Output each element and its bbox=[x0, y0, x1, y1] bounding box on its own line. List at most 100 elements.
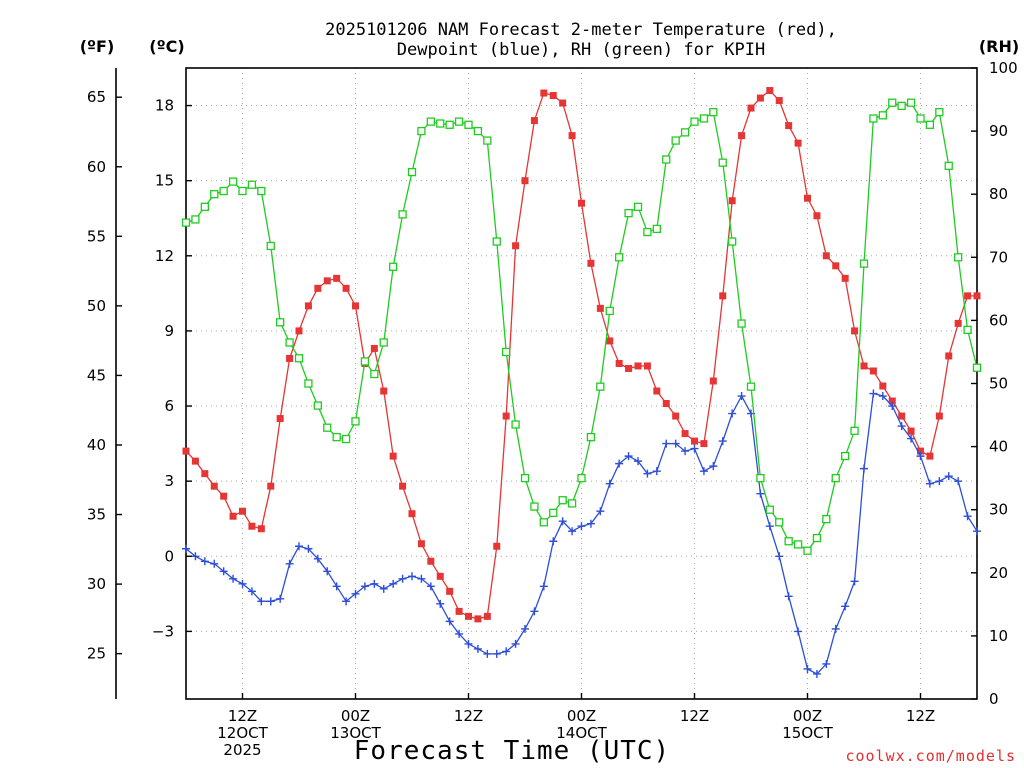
rh-point bbox=[699, 114, 709, 123]
rh-point bbox=[690, 117, 699, 126]
rh-point bbox=[822, 515, 831, 524]
rh-tick-label: 40 bbox=[989, 438, 1008, 456]
dewpoint-point bbox=[313, 554, 322, 563]
x-tick-label: 14OCT bbox=[556, 724, 607, 742]
chart-title-line-1: 2025101206 NAM Forecast 2-meter Temperat… bbox=[325, 20, 837, 40]
rh-point bbox=[191, 215, 200, 224]
rh-point bbox=[737, 319, 746, 328]
dewpoint-point bbox=[483, 649, 492, 658]
rh-point bbox=[511, 420, 520, 429]
temperature-point bbox=[549, 92, 557, 100]
rh-point bbox=[417, 126, 426, 136]
temperature-point bbox=[512, 242, 520, 250]
temperature-point bbox=[964, 292, 972, 300]
temperature-point bbox=[267, 482, 275, 490]
fahrenheit-tick-label: 45 bbox=[87, 366, 106, 384]
temperature-point bbox=[606, 337, 614, 345]
temperature-point bbox=[643, 362, 651, 370]
rh-point bbox=[304, 379, 313, 388]
rh-point bbox=[492, 237, 501, 246]
temperature-point bbox=[672, 412, 680, 420]
rh-point bbox=[285, 338, 294, 347]
dewpoint-point bbox=[718, 437, 727, 446]
rh-point bbox=[360, 357, 370, 366]
rh-tick-label: 60 bbox=[989, 311, 1008, 329]
dewpoint-point bbox=[860, 464, 868, 473]
dewpoint-point bbox=[944, 472, 953, 481]
dewpoint-point bbox=[916, 452, 925, 461]
dewpoint-point bbox=[558, 517, 567, 526]
temperature-point bbox=[408, 510, 416, 518]
dewpoint-point bbox=[502, 647, 511, 656]
temperature-point bbox=[935, 412, 943, 420]
temperature-point bbox=[813, 212, 821, 220]
rh-point bbox=[925, 120, 935, 129]
dewpoint-point bbox=[511, 639, 520, 648]
dewpoint-point bbox=[417, 574, 426, 583]
rh-point bbox=[210, 190, 219, 199]
rh-tick-label: 0 bbox=[989, 690, 999, 708]
temperature-point bbox=[399, 482, 407, 490]
x-tick-label: 12Z bbox=[228, 707, 257, 725]
rh-point bbox=[596, 382, 605, 391]
temperature-point bbox=[738, 132, 746, 140]
celsius-tick-label: 18 bbox=[155, 97, 174, 115]
dewpoint-point bbox=[897, 422, 906, 431]
fahrenheit-tick-label: 55 bbox=[87, 227, 106, 245]
rh-series bbox=[181, 98, 982, 555]
rh-point bbox=[473, 126, 483, 136]
rh-point bbox=[831, 473, 840, 483]
rh-point bbox=[520, 473, 530, 483]
rh-point bbox=[313, 401, 322, 410]
rh-point bbox=[539, 518, 548, 527]
rh-point bbox=[454, 117, 464, 126]
temperature-point bbox=[681, 430, 689, 438]
rh-point bbox=[247, 180, 257, 189]
dewpoint-point bbox=[295, 542, 303, 551]
rh-point bbox=[671, 136, 680, 145]
x-tick-label: 12Z bbox=[906, 707, 935, 725]
rh-point bbox=[615, 253, 624, 262]
rh-point bbox=[775, 518, 784, 527]
dewpoint-point bbox=[257, 597, 266, 606]
x-tick-label: 13OCT bbox=[330, 724, 381, 742]
dewpoint-point bbox=[699, 467, 708, 476]
temperature-point bbox=[352, 302, 359, 310]
rh-point bbox=[577, 473, 586, 483]
temperature-point bbox=[465, 612, 472, 620]
temperature-point bbox=[248, 522, 256, 530]
temperature-point bbox=[436, 572, 444, 580]
temperature-point bbox=[888, 397, 896, 405]
fahrenheit-tick-label: 25 bbox=[87, 645, 106, 663]
rh-point bbox=[944, 161, 953, 170]
dewpoint-point bbox=[954, 477, 963, 486]
temperature-point bbox=[370, 344, 378, 352]
temperature-point bbox=[794, 139, 802, 147]
dewpoint-point bbox=[907, 434, 916, 443]
dewpoint-point bbox=[624, 452, 633, 461]
rh-point bbox=[972, 363, 982, 372]
celsius-tick-label: 3 bbox=[164, 472, 174, 490]
temperature-point bbox=[474, 615, 482, 623]
dewpoint-point bbox=[238, 579, 247, 588]
fahrenheit-tick-label: 50 bbox=[87, 297, 106, 315]
rh-point bbox=[869, 114, 878, 123]
rh-point bbox=[483, 136, 492, 145]
dewpoint-point bbox=[398, 574, 407, 583]
x-tick-label: 00Z bbox=[793, 707, 822, 725]
dewpoint-point bbox=[841, 602, 850, 611]
dewpoint-point bbox=[652, 467, 661, 476]
dewpoint-point bbox=[304, 544, 313, 553]
temperature-point bbox=[191, 457, 199, 465]
rh-point bbox=[276, 318, 285, 327]
rh-point bbox=[906, 98, 916, 107]
rh-tick-label: 20 bbox=[989, 564, 1008, 582]
temperature-point bbox=[973, 292, 981, 300]
dewpoint-point bbox=[605, 479, 614, 488]
fahrenheit-unit-label: (ºF) bbox=[80, 37, 115, 56]
rh-point bbox=[916, 114, 925, 123]
temperature-point bbox=[653, 387, 661, 395]
rh-point bbox=[464, 120, 473, 129]
dewpoint-point bbox=[831, 624, 840, 633]
dewpoint-point bbox=[332, 582, 341, 591]
